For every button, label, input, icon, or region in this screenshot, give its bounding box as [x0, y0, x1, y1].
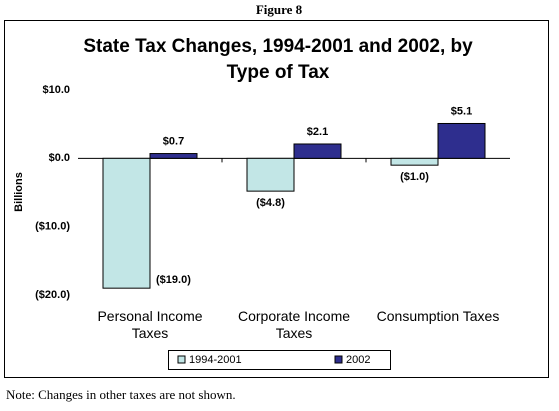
- data-label: ($19.0): [156, 274, 191, 286]
- bar: [437, 122, 486, 159]
- legend-box: [168, 350, 391, 370]
- x-tick-label: Corporate Income Taxes: [237, 308, 351, 341]
- y-tick-label: ($10.0): [35, 221, 70, 233]
- y-axis-label: Billions: [13, 172, 25, 212]
- bar: [293, 143, 342, 159]
- legend-label: 1994-2001: [189, 354, 242, 366]
- y-tick-label: $0.0: [49, 152, 70, 164]
- chart-border: [4, 20, 549, 378]
- bar: [246, 157, 295, 192]
- data-label: $5.1: [451, 105, 472, 117]
- figure-label: Figure 8: [256, 2, 303, 17]
- data-label: ($1.0): [400, 171, 429, 183]
- legend-label: 2002: [346, 354, 370, 366]
- bar: [102, 157, 151, 289]
- x-tick-label: Personal Income Taxes: [97, 308, 203, 341]
- y-tick-label: $10.0: [42, 84, 70, 96]
- note: Note: Changes in other taxes are not sho…: [6, 387, 236, 402]
- legend-swatch: [334, 355, 343, 364]
- chart-title: State Tax Changes, 1994-2001 and 2002, b…: [83, 36, 473, 83]
- bar: [149, 153, 198, 159]
- x-tick-label: Consumption Taxes: [376, 308, 500, 324]
- y-tick-label: ($20.0): [35, 289, 70, 301]
- data-label: ($4.8): [256, 197, 285, 209]
- legend-swatch: [177, 355, 186, 364]
- data-label: $2.1: [307, 126, 328, 138]
- bar: [390, 157, 439, 166]
- data-label: $0.7: [163, 135, 184, 147]
